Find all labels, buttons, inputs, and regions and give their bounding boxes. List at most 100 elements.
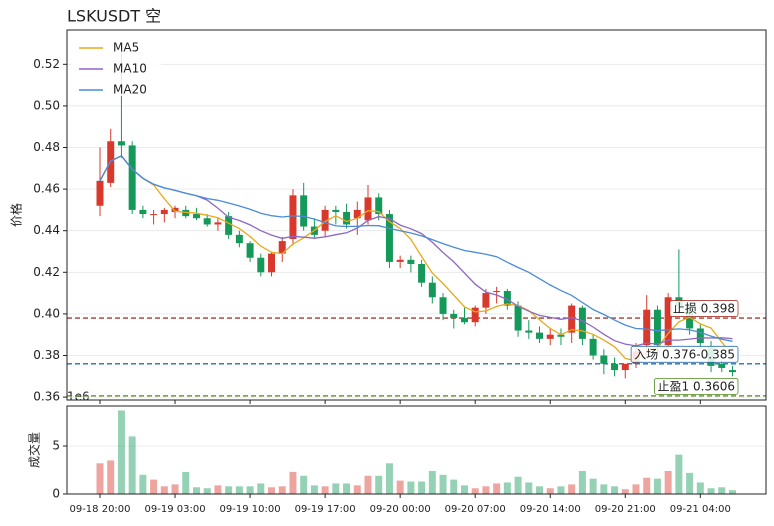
y-tick-label: 0.52 [33,57,60,71]
volume-bar [332,483,340,494]
y-tick-label: 0.46 [33,182,60,196]
volume-bar [171,484,179,494]
x-tick-label: 09-18 20:00 [69,504,130,515]
candle-body [96,180,104,206]
candle-body [514,305,522,331]
volume-bar [278,486,286,494]
candles [96,49,736,494]
level-label-box [669,300,739,317]
legend-label: MA10 [113,62,147,76]
candle-body [321,209,329,231]
volume-bar [503,482,511,494]
volume-bar [578,470,586,494]
x-tick-label: 09-20 14:00 [520,504,581,515]
volume-bar [482,486,490,494]
x-tick-label: 09-20 00:00 [370,504,431,515]
x-tick-label: 09-19 17:00 [295,504,356,515]
volume-bar [643,477,651,494]
volume-bar [214,485,222,494]
volume-bar [536,486,544,494]
candle-body [268,253,276,273]
candle-body [471,307,479,323]
volume-bar [460,485,468,494]
level-label-box [654,377,739,395]
candle-body [300,195,308,227]
volume-bar [268,487,276,494]
candle-body [653,309,661,346]
volume-bar [235,486,243,494]
candle-body [332,209,340,212]
legend: MA5 MA10 MA20 [71,34,161,97]
volume-bar [128,436,136,494]
volume-bar [471,488,479,494]
volume-bar [707,488,715,494]
volume-bar [621,489,629,494]
volume-bar [589,478,597,494]
level-label: 止损 0.398 [673,302,735,316]
candle-body [482,293,490,308]
candle-body [503,291,511,306]
volume-bar [182,471,190,494]
candle-body [171,207,179,212]
candle-body [203,218,211,225]
candle-body [718,363,726,368]
volume-bar [686,472,694,494]
legend-label: MA20 [113,83,147,97]
volume-bar [353,485,361,494]
volume-bar [300,475,308,494]
volume-bar [728,490,736,494]
candle-body [428,282,436,298]
y-tick-label: 5 [52,439,60,453]
volume-bar [375,475,383,494]
volume-bar [428,470,436,494]
level-label-box [630,345,739,363]
candle-body [278,241,286,254]
candle-body [525,330,533,333]
candle-body [117,141,125,146]
y-tick-label: 0.42 [33,265,60,279]
y-tick-label: 0.50 [33,98,60,112]
volume-bar [289,471,297,494]
level-label: 止盈1 0.3606 [658,379,735,393]
volume-bar [568,484,576,494]
volume-bar [439,474,447,494]
candle-body [160,209,168,215]
volume-bar [364,475,372,494]
volume-bar [653,478,661,494]
volume-bar [107,460,115,494]
volume-bar [246,486,254,494]
y-tick-label: 0.38 [33,348,60,362]
candle-body [289,195,297,240]
y-tick-label: 0.48 [33,140,60,154]
ma-line [99,154,734,362]
volume-bar [632,484,640,494]
candle-body [450,313,458,319]
candle-body [257,257,265,273]
candle-body [407,259,415,264]
volume-offset-label: 1e6 [67,390,90,404]
candle-body [546,334,554,339]
candle-body [696,328,704,344]
y-tick-label: 0.36 [33,390,60,404]
candle-body [493,291,501,293]
candle-body [728,370,736,373]
candle-body [557,334,565,337]
volume-bar [418,481,426,494]
volume-bar [139,474,147,494]
candle-body [214,222,222,225]
candle-body [589,338,597,356]
candle-body [664,297,672,346]
ma-line [99,154,733,347]
candle-body [128,145,136,210]
candle-body [353,209,361,219]
volume-bar [150,479,158,494]
volume-bar [525,482,533,494]
legend-label: MA5 [113,41,139,55]
volume-bar [257,483,265,494]
y-tick-label: 0 [52,487,60,501]
volume-axis-label: 成交量 [27,432,42,468]
volume-bar [493,483,501,494]
volume-bar [203,488,211,494]
x-tick-label: 09-21 04:00 [670,504,731,515]
